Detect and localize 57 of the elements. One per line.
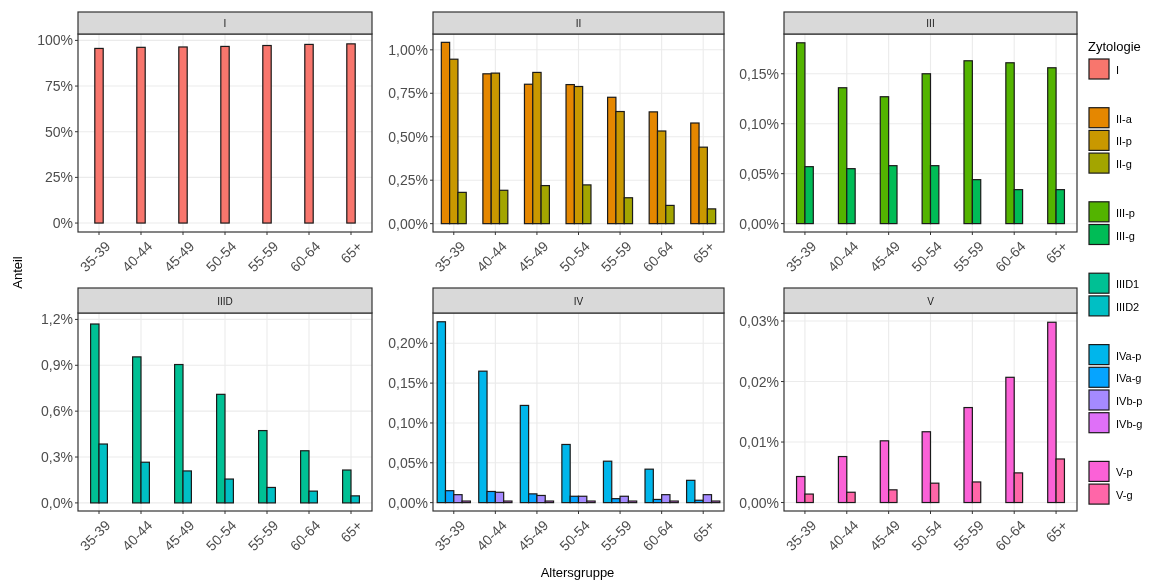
y-tick-label: 0,0% [41, 494, 73, 511]
y-tick-label: 25% [44, 169, 73, 186]
legend-label: IVb-g [1116, 417, 1143, 430]
y-tick-label: 0,10% [388, 414, 428, 431]
y-tick-label: 0,01% [739, 434, 779, 451]
y-axis-title: Anteil [10, 256, 25, 289]
y-tick-label: 0% [52, 215, 73, 232]
y-tick-label: 0,05% [388, 454, 428, 471]
legend-label: IVb-p [1116, 395, 1143, 407]
y-tick-label: 0,6% [41, 403, 73, 420]
chart-title: II [575, 18, 582, 29]
x-tick-label: 65+ [1042, 238, 1071, 267]
y-tick-label: 0,00% [739, 215, 779, 232]
y-tick-label: 0,15% [388, 375, 428, 392]
y-tick-label: 1,00% [388, 41, 428, 58]
chart-title: V [927, 295, 935, 307]
x-tick-label: 65+ [689, 517, 718, 546]
legend-label: V-p [1116, 466, 1133, 479]
y-tick-label: 0,00% [388, 494, 428, 511]
chart-title: IV [573, 295, 584, 307]
y-tick-label: 0,02% [739, 373, 779, 390]
y-tick-label: 100% [37, 32, 73, 49]
x-axis-title: Altersgruppe [540, 565, 615, 580]
y-tick-label: 0,20% [388, 335, 428, 352]
legend-label: IVa-p [1116, 349, 1142, 362]
y-tick-label: 0,9% [41, 357, 73, 374]
legend-label: IIID1 [1116, 278, 1140, 291]
legend-label: IIID2 [1116, 300, 1140, 313]
x-tick-label: 65+ [689, 238, 718, 267]
y-tick-label: 0,10% [739, 115, 779, 132]
chart-title: I [223, 18, 227, 29]
y-tick-label: 0,15% [739, 65, 779, 82]
legend-label: II-g [1116, 158, 1132, 171]
y-tick-label: 0,25% [388, 172, 428, 189]
y-tick-label: 0,50% [388, 128, 428, 145]
legend-label: I [1116, 64, 1120, 76]
chart-title: IIID [217, 295, 233, 307]
legend-label: IVa-g [1116, 372, 1142, 385]
y-tick-label: 0,75% [388, 85, 428, 102]
y-tick-label: 0,00% [388, 215, 428, 232]
x-tick-label: 65+ [337, 238, 366, 267]
y-tick-label: 0,05% [739, 165, 779, 182]
y-tick-label: 0,3% [41, 449, 73, 466]
x-tick-label: 65+ [337, 517, 366, 546]
y-tick-label: 0,03% [739, 313, 779, 330]
legend-title: Zytologie [1088, 39, 1141, 54]
legend-label: III-p [1116, 206, 1135, 219]
legend-label: III-g [1116, 229, 1135, 242]
legend-label: II-p [1116, 135, 1132, 148]
legend-label: II-a [1116, 112, 1133, 125]
chart-title: III [926, 18, 935, 29]
y-tick-label: 75% [44, 78, 73, 95]
y-tick-label: 0,00% [739, 494, 779, 511]
y-tick-label: 1,2% [41, 311, 73, 328]
x-tick-label: 65+ [1042, 517, 1071, 546]
legend-label: V-g [1116, 489, 1133, 502]
y-tick-label: 50% [44, 123, 73, 140]
